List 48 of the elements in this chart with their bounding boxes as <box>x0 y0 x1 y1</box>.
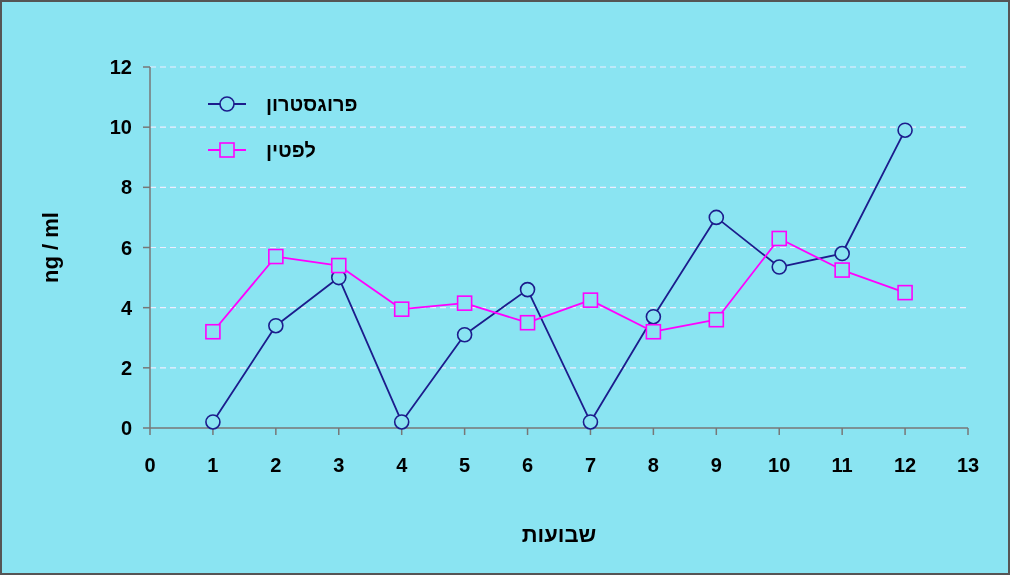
point <box>897 284 913 301</box>
x-tick-label: 9 <box>710 454 722 476</box>
y-tick-label: 6 <box>120 236 132 259</box>
point <box>205 414 221 430</box>
x-tick-label: 7 <box>584 454 597 476</box>
x-tick-label: 0 <box>144 454 156 476</box>
point <box>582 292 599 308</box>
point <box>205 323 221 340</box>
point <box>330 257 347 274</box>
point <box>834 262 850 278</box>
x-tick-label: 3 <box>333 454 345 476</box>
x-tick-label: 13 <box>956 454 980 476</box>
point <box>519 281 536 298</box>
x-tick-label: 4 <box>396 454 409 476</box>
x-tick-label: 10 <box>768 454 791 476</box>
y-tick-label: 10 <box>109 116 132 139</box>
y-tick-label: 4 <box>120 296 133 319</box>
y-tick-label: 0 <box>120 417 132 439</box>
legend-label: לפטין <box>266 139 316 161</box>
point <box>519 314 536 331</box>
point <box>771 230 788 247</box>
point <box>456 326 473 343</box>
x-tick-label: 1 <box>207 454 219 476</box>
point <box>708 311 725 328</box>
x-tick-label: 5 <box>459 454 471 476</box>
point <box>456 295 473 311</box>
point <box>708 209 725 226</box>
y-tick-label: 8 <box>120 176 132 199</box>
point <box>771 259 788 275</box>
point <box>645 323 662 340</box>
x-tick-label: 6 <box>521 454 534 476</box>
point <box>897 122 913 138</box>
x-tick-label: 2 <box>270 454 282 476</box>
point <box>645 308 662 325</box>
y-axis-title: ng / ml <box>38 212 63 283</box>
x-axis-title: שבועות <box>521 522 597 547</box>
x-tick-label: 12 <box>893 454 917 476</box>
point <box>393 414 410 430</box>
y-tick-label: 2 <box>120 356 132 379</box>
point <box>834 245 850 262</box>
x-tick-label: 8 <box>647 454 659 476</box>
point <box>268 248 284 265</box>
legend-label: פרוגסטרון <box>266 93 358 115</box>
y-tick-label: 12 <box>109 56 132 78</box>
x-tick-label: 11 <box>831 454 853 476</box>
point <box>268 317 284 334</box>
point <box>393 301 410 317</box>
point <box>582 414 599 430</box>
